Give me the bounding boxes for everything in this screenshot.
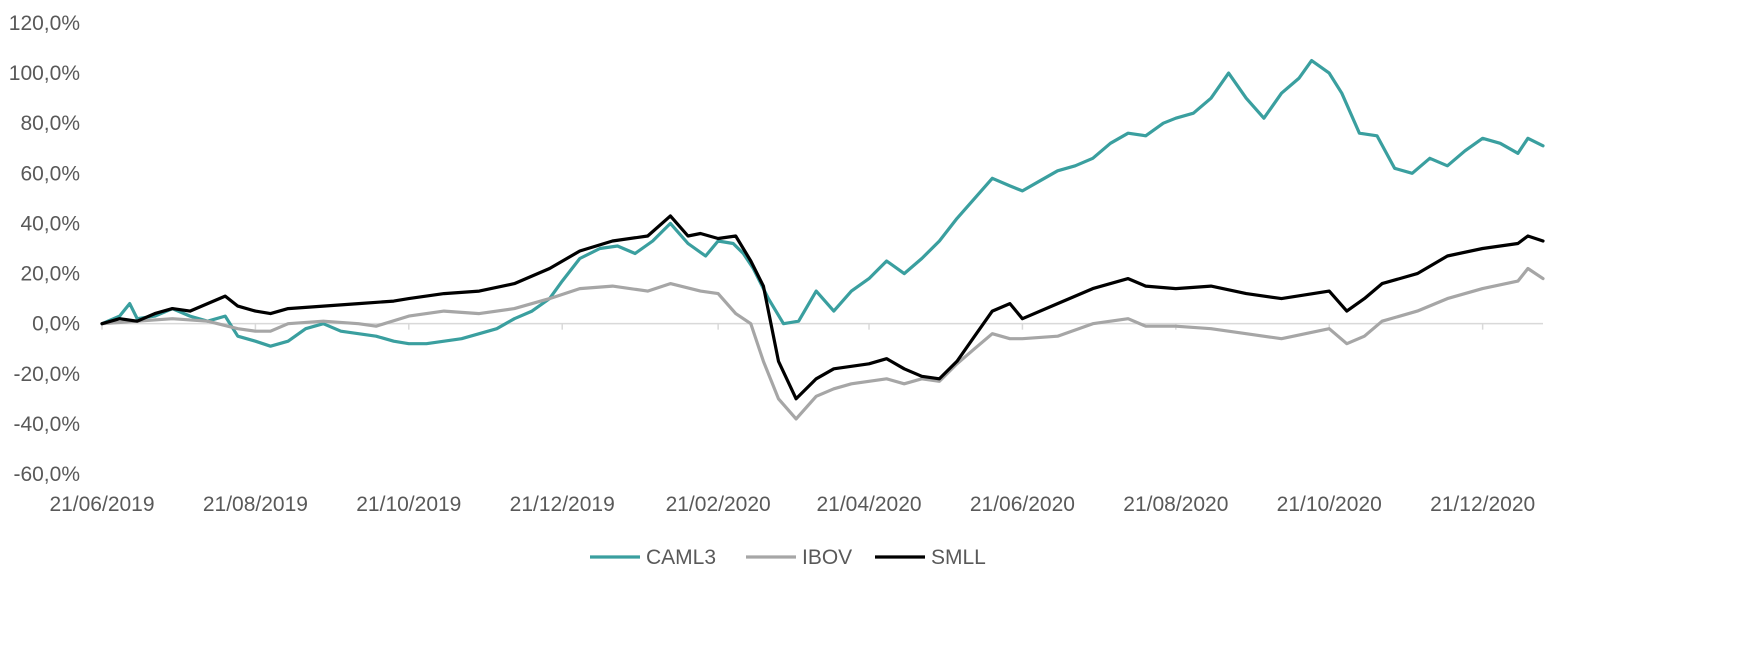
y-tick-label: 60,0%: [20, 162, 80, 185]
series-line-smll: [100, 214, 1545, 401]
legend: CAML3 IBOV SMLL: [590, 546, 986, 569]
x-tick-label: 21/06/2020: [970, 493, 1075, 516]
y-tick-label: -60,0%: [13, 463, 80, 486]
y-tick-label: 20,0%: [20, 263, 80, 286]
y-axis-tick-labels: 120,0% 100,0% 80,0% 60,0% 40,0% 20,0% 0,0% -20,…: [9, 12, 80, 486]
x-axis-tick-labels: 21/06/2019 21/08/2019 21/10/2019 21/12/2019…: [49, 493, 1535, 516]
legend-label-smll: SMLL: [931, 546, 986, 569]
x-tick-label: 21/12/2019: [510, 493, 615, 516]
x-tick-label: 21/06/2019: [49, 493, 154, 516]
y-tick-label: 80,0%: [20, 112, 80, 135]
x-tick-label: 21/10/2019: [356, 493, 461, 516]
series-line-caml3: [100, 58, 1545, 348]
x-tick-label: 21/04/2020: [816, 493, 921, 516]
x-tick-label: 21/02/2020: [666, 493, 771, 516]
x-tick-label: 21/08/2019: [203, 493, 308, 516]
series-line-ibov: [100, 266, 1545, 421]
x-tick-label: 21/12/2020: [1430, 493, 1535, 516]
y-tick-label: -20,0%: [13, 363, 80, 386]
x-tick-label: 21/08/2020: [1123, 493, 1228, 516]
legend-label-ibov: IBOV: [802, 546, 852, 569]
legend-label-caml3: CAML3: [646, 546, 716, 569]
y-tick-label: 40,0%: [20, 212, 80, 235]
y-tick-label: 0,0%: [32, 313, 80, 336]
y-tick-label: 120,0%: [9, 12, 80, 35]
x-tick-label: 21/10/2020: [1277, 493, 1382, 516]
y-tick-label: 100,0%: [9, 62, 80, 85]
y-tick-label: -40,0%: [13, 413, 80, 436]
series-lines: [100, 58, 1545, 421]
